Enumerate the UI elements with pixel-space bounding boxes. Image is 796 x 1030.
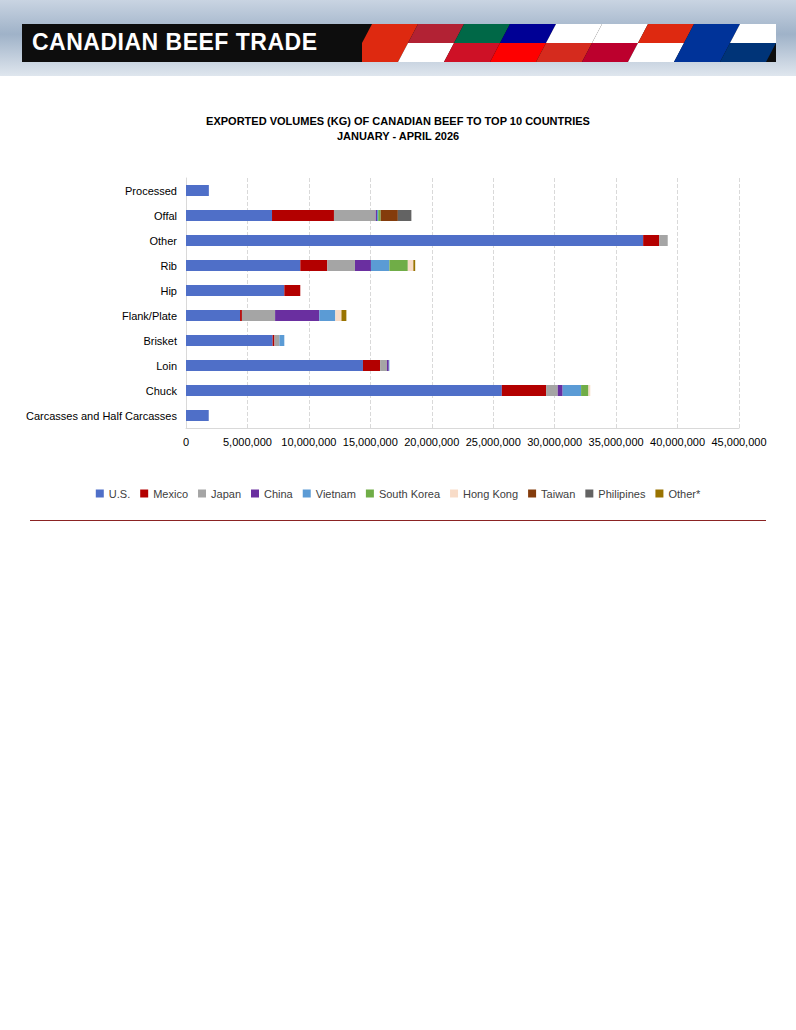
- svg-text:15,000,000: 15,000,000: [343, 436, 398, 448]
- svg-text:0: 0: [183, 436, 189, 448]
- svg-text:Hip: Hip: [160, 285, 177, 297]
- svg-text:Other: Other: [149, 235, 177, 247]
- svg-text:10,000,000: 10,000,000: [281, 436, 336, 448]
- svg-text:Loin: Loin: [156, 360, 177, 372]
- svg-text:Mexico: Mexico: [153, 488, 188, 500]
- svg-text:Other*: Other*: [668, 488, 701, 500]
- svg-text:JANUARY - APRIL 2026: JANUARY - APRIL 2026: [337, 130, 459, 142]
- svg-text:Brisket: Brisket: [143, 335, 177, 347]
- svg-text:5,000,000: 5,000,000: [223, 436, 272, 448]
- svg-text:EXPORTED VOLUMES (KG) OF CANAD: EXPORTED VOLUMES (KG) OF CANADIAN BEEF T…: [206, 115, 590, 127]
- svg-text:Taiwan: Taiwan: [541, 488, 575, 500]
- html-text:CANADIAN BEEF TRADE: CANADIAN BEEF TRADE: [32, 29, 318, 55]
- svg-text:Vietnam: Vietnam: [316, 488, 356, 500]
- svg-text:Flank/Plate: Flank/Plate: [122, 310, 177, 322]
- svg-text:Carcasses and Half Carcasses: Carcasses and Half Carcasses: [26, 410, 178, 422]
- svg-text:40,000,000: 40,000,000: [650, 436, 705, 448]
- svg-text:Hong Kong: Hong Kong: [463, 488, 518, 500]
- svg-text:Japan: Japan: [211, 488, 241, 500]
- svg-text:20,000,000: 20,000,000: [404, 436, 459, 448]
- svg-text:25,000,000: 25,000,000: [466, 436, 521, 448]
- svg-text:U.S.: U.S.: [109, 488, 130, 500]
- svg-text:35,000,000: 35,000,000: [589, 436, 644, 448]
- svg-text:45,000,000: 45,000,000: [711, 436, 766, 448]
- svg-text:China: China: [264, 488, 294, 500]
- svg-text:Chuck: Chuck: [146, 385, 178, 397]
- svg-text:South Korea: South Korea: [379, 488, 441, 500]
- svg-text:30,000,000: 30,000,000: [527, 436, 582, 448]
- svg-text:Rib: Rib: [160, 260, 177, 272]
- svg-text:Offal: Offal: [154, 210, 177, 222]
- svg-text:Philipines: Philipines: [598, 488, 646, 500]
- svg-text:Processed: Processed: [125, 185, 177, 197]
